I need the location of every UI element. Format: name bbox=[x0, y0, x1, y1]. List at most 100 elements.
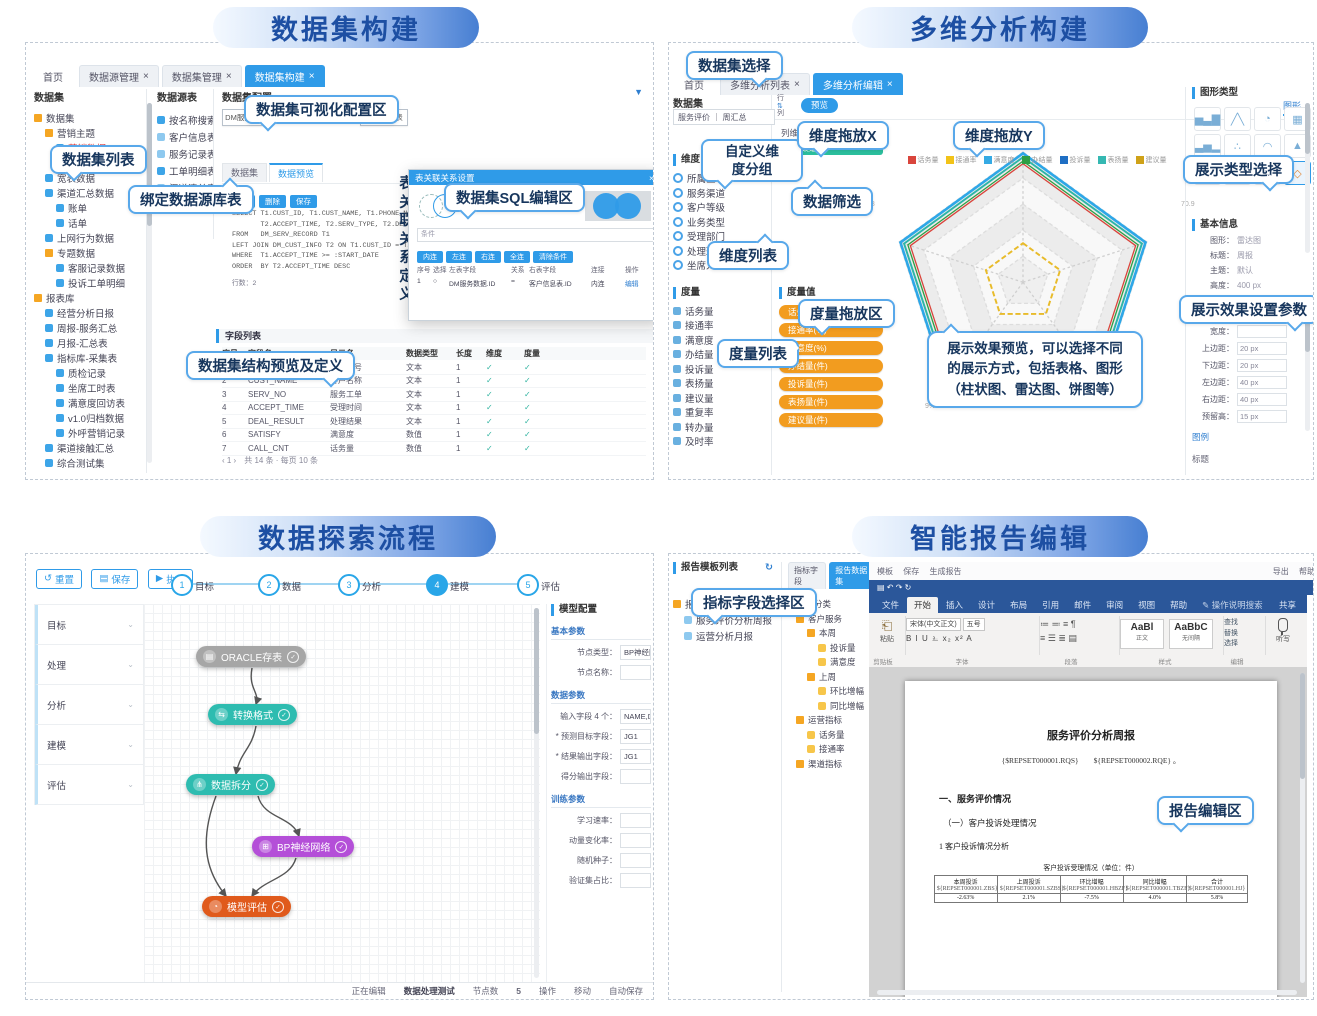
tree-item[interactable]: 渠道汇总数据 bbox=[34, 185, 146, 200]
flow-node-evaluate[interactable]: ◔ 模型评估 ✓ bbox=[202, 896, 291, 917]
dictate-icon[interactable] bbox=[1278, 618, 1288, 635]
dimension-item[interactable]: 业务类型 bbox=[673, 215, 771, 230]
join-type-preview[interactable] bbox=[585, 191, 651, 221]
step-4-active[interactable]: 4 bbox=[426, 574, 448, 596]
tree-item[interactable]: 综合测试集 bbox=[34, 455, 146, 470]
indicator-item[interactable]: 上周 bbox=[785, 670, 871, 685]
measure-pill[interactable]: 投诉量(件) bbox=[779, 377, 883, 391]
measure-pill[interactable]: 满意度(%) bbox=[779, 341, 883, 355]
join-type-button[interactable]: 清除条件 bbox=[533, 251, 573, 263]
legend-settings-link[interactable]: 图例 bbox=[1192, 432, 1210, 442]
tree-item[interactable]: 话单 bbox=[34, 215, 146, 230]
step-5[interactable]: 5 bbox=[517, 574, 539, 596]
dimension-item[interactable]: 受理部门 bbox=[673, 229, 771, 244]
refresh-icon[interactable]: ↻ bbox=[765, 562, 773, 573]
template-button[interactable]: 模板 bbox=[877, 566, 893, 576]
tree-item[interactable]: 月报-汇总表 bbox=[34, 335, 146, 350]
measure-item[interactable]: 办结量 bbox=[673, 347, 771, 362]
tree-item[interactable]: 数据集 bbox=[34, 110, 146, 125]
tree-item[interactable]: 坐席工时表 bbox=[34, 380, 146, 395]
tree-item[interactable]: 账单 bbox=[34, 200, 146, 215]
q1-tab[interactable]: 首页 bbox=[43, 73, 63, 84]
accordion-row[interactable]: 处理 ⌄ bbox=[35, 645, 143, 685]
step-3[interactable]: 3 bbox=[338, 574, 360, 596]
step-1[interactable]: 1 bbox=[171, 574, 193, 596]
ribbon-tab[interactable]: 审阅 bbox=[1106, 600, 1124, 610]
param-input[interactable]: 15 px bbox=[1237, 410, 1287, 423]
prop-input[interactable]: BP神经网络 bbox=[620, 645, 651, 660]
join-table-row[interactable]: 1 ○ DM服务数据.ID = 客户信息表.ID 内连 编辑 bbox=[417, 278, 639, 288]
q4-tab[interactable]: 指标字段 bbox=[788, 562, 827, 589]
indicator-item[interactable]: 同比增幅 bbox=[785, 699, 871, 714]
ribbon-tab[interactable]: 引用 bbox=[1042, 600, 1060, 610]
accordion-row[interactable]: 评估 ⌄ bbox=[35, 765, 143, 805]
indicator-item[interactable]: 满意度 bbox=[785, 655, 871, 670]
q2-tab[interactable]: 首页 bbox=[684, 81, 704, 92]
help-button[interactable]: 帮助 bbox=[1299, 566, 1314, 576]
tree-item[interactable]: 专题数据 bbox=[34, 245, 146, 260]
legend-item[interactable]: 投诉量 bbox=[1059, 155, 1091, 165]
indicator-item[interactable]: 环比增幅 bbox=[785, 684, 871, 699]
save-button[interactable]: ▤ 保存 bbox=[91, 568, 139, 589]
chart-type-thumbnail[interactable]: ◔ bbox=[1254, 107, 1281, 131]
paragraph-buttons-row2[interactable]: ≡ ☰ ≣ ▤ bbox=[1040, 633, 1077, 643]
template-item[interactable]: 服务评价分析周报 bbox=[673, 612, 777, 628]
prop-input[interactable]: JG1 bbox=[620, 749, 651, 764]
table-row[interactable]: 5 DEAL_RESULT 处理结果 文本 1 ✓ ✓ bbox=[222, 415, 646, 429]
indicator-item[interactable]: 客户服务 bbox=[785, 612, 871, 627]
save-report-button[interactable]: 保存 bbox=[903, 566, 920, 576]
tree-item[interactable]: 指标库-采集表 bbox=[34, 350, 146, 365]
axis-swap-icon[interactable]: 行 ⇅ 列 bbox=[777, 95, 784, 118]
tree-item[interactable]: 经营分析日报 bbox=[34, 305, 146, 320]
measure-item[interactable]: 投诉量 bbox=[673, 362, 771, 377]
tell-me-search[interactable]: ✎ 操作说明搜索 bbox=[1202, 600, 1263, 610]
join-type-button[interactable]: 全连 bbox=[504, 251, 530, 263]
ribbon-tab[interactable]: 布局 bbox=[1010, 600, 1028, 610]
canvas-scrollbar[interactable] bbox=[534, 608, 539, 978]
dimension-item[interactable]: 处理班组 bbox=[673, 244, 771, 259]
measure-item[interactable]: 转办量 bbox=[673, 420, 771, 435]
param-input[interactable]: 40 px bbox=[1237, 376, 1287, 389]
q2-param-scrollbar[interactable] bbox=[1305, 311, 1310, 431]
close-icon[interactable]: × bbox=[225, 71, 232, 82]
ribbon-tab[interactable]: 文件 bbox=[882, 600, 900, 610]
prop-input[interactable] bbox=[620, 665, 651, 680]
indicator-item[interactable]: 本周 bbox=[785, 626, 871, 641]
close-icon[interactable]: × bbox=[886, 79, 893, 90]
preview-button[interactable]: 预览 bbox=[801, 98, 839, 113]
measure-item[interactable]: 表扬量 bbox=[673, 376, 771, 391]
measure-pill[interactable]: 建议量(件) bbox=[779, 413, 883, 427]
tree-scrollbar[interactable] bbox=[147, 103, 152, 463]
prop-input[interactable] bbox=[620, 813, 651, 828]
chart-type-thumbnail[interactable]: ∴ bbox=[1224, 134, 1251, 158]
font-name-select[interactable]: 宋体(中文正文) bbox=[906, 618, 961, 631]
sql-toolbar-button[interactable]: 删除 bbox=[259, 195, 286, 208]
join-condition-input[interactable]: 条件 bbox=[417, 228, 653, 242]
flow-node-oracle[interactable]: ▤ ORACLE存表 ✓ bbox=[196, 646, 307, 667]
measure-item[interactable]: 及时率 bbox=[673, 434, 771, 449]
doc-hscrollbar[interactable] bbox=[877, 990, 1297, 995]
chart-type-thumbnail[interactable]: ◠ bbox=[1254, 134, 1281, 158]
quick-access-toolbar[interactable]: ▤ ↶ ↷ ↻ bbox=[877, 583, 912, 592]
q2-right-scrollbar[interactable] bbox=[1305, 103, 1310, 253]
source-table-item[interactable]: 工单明细表 bbox=[157, 162, 213, 179]
legend-item[interactable]: 建议量 bbox=[1135, 155, 1167, 165]
paragraph-buttons-row1[interactable]: ≔ ≕ ≡ ¶ bbox=[1040, 619, 1076, 629]
table-row[interactable]: 3 SERV_NO 服务工单 文本 1 ✓ ✓ bbox=[222, 388, 646, 402]
radar-chart[interactable] bbox=[873, 139, 1173, 449]
measure-pill[interactable]: 表扬量(件) bbox=[779, 395, 883, 409]
tree-item[interactable]: 周报-服务汇总 bbox=[34, 320, 146, 335]
measure-pill[interactable]: 办结量(件) bbox=[779, 359, 883, 373]
dataset-select[interactable]: 服务评价 ｜ 周汇总 bbox=[673, 109, 775, 125]
tree-item[interactable]: 投诉工单明细 bbox=[34, 275, 146, 290]
ribbon-tab[interactable]: 插入 bbox=[946, 600, 964, 610]
tree-item[interactable]: 外呼营销记录 bbox=[34, 425, 146, 440]
indicator-item[interactable]: 话务量 bbox=[785, 728, 871, 743]
chart-type-thumbnail[interactable]: ▅▃▇ bbox=[1194, 107, 1221, 131]
legend-item[interactable]: 接通率 bbox=[945, 155, 977, 165]
table-row[interactable]: 6 SATISFY 满意度 数值 1 ✓ ✓ bbox=[222, 429, 646, 442]
tree-item[interactable]: 营销主题 bbox=[34, 125, 146, 140]
export-button[interactable]: 导出 bbox=[1272, 566, 1289, 576]
param-input[interactable] bbox=[1237, 325, 1287, 338]
prop-input[interactable]: NAME,DAY,SEX bbox=[620, 709, 651, 724]
